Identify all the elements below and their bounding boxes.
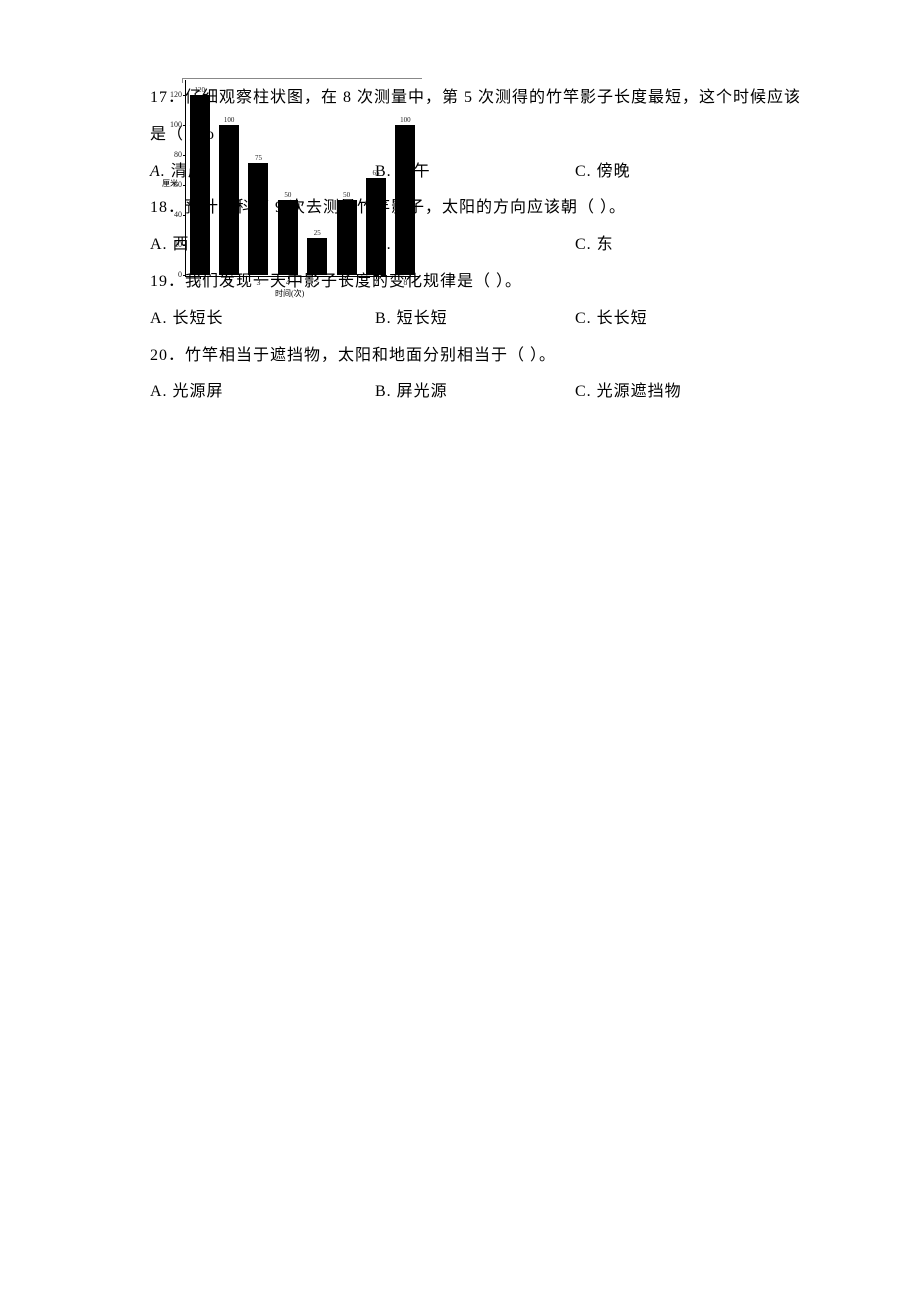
- shadow-length-chart: 厘米 时间(次) 1201007550255065100 02040608010…: [160, 78, 425, 303]
- y-tick-mark: [183, 245, 186, 246]
- x-tick-label: 3: [248, 278, 268, 287]
- x-axis: [185, 276, 420, 277]
- q19-opt-a: A. 长短长: [150, 301, 375, 338]
- y-tick-mark: [183, 215, 186, 216]
- x-tick-mark: [317, 276, 318, 279]
- q20-text: ．竹竿相当于遮挡物，太阳和地面分别相当于（ ）。: [168, 347, 556, 364]
- y-tick-mark: [183, 155, 186, 156]
- x-tick-label: 7: [366, 278, 386, 287]
- y-tick-label: 20: [162, 240, 182, 249]
- y-tick-label: 120: [162, 90, 182, 99]
- bar-value-label: 50: [275, 191, 301, 199]
- q20-opt-b: B. 屏光源: [375, 374, 575, 411]
- bar: [395, 125, 415, 275]
- y-tick-mark: [183, 185, 186, 186]
- q20-opt-a: A. 光源屏: [150, 374, 375, 411]
- x-tick-mark: [229, 276, 230, 279]
- bar: [278, 200, 298, 275]
- x-tick-label: 2: [219, 278, 239, 287]
- y-tick-mark: [183, 275, 186, 276]
- bar-value-label: 25: [304, 229, 330, 237]
- x-axis-label: 时间(次): [275, 288, 304, 299]
- y-tick-label: 40: [162, 210, 182, 219]
- x-tick-label: 5: [307, 278, 327, 287]
- y-tick-mark: [183, 95, 186, 96]
- x-tick-mark: [258, 276, 259, 279]
- q20-options: A. 光源屏 B. 屏光源 C. 光源遮挡物: [150, 374, 870, 411]
- x-tick-label: 6: [337, 278, 357, 287]
- bar-value-label: 100: [216, 116, 242, 124]
- y-tick-mark: [183, 125, 186, 126]
- q19-options: A. 长短长 B. 短长短 C. 长长短: [150, 301, 870, 338]
- q20-line: 20．竹竿相当于遮挡物，太阳和地面分别相当于（ ）。: [150, 338, 870, 375]
- q19-opt-b: B. 短长短: [375, 301, 575, 338]
- bar: [248, 163, 268, 276]
- x-tick-label: 4: [278, 278, 298, 287]
- x-tick-label: 8: [395, 278, 415, 287]
- q20-opt-c: C. 光源遮挡物: [575, 374, 870, 411]
- bar: [337, 200, 357, 275]
- q17-opt-c: C. 傍晚: [575, 154, 870, 191]
- x-tick-mark: [347, 276, 348, 279]
- x-tick-mark: [405, 276, 406, 279]
- y-tick-label: 80: [162, 150, 182, 159]
- bar: [219, 125, 239, 275]
- bar: [190, 95, 210, 275]
- x-tick-mark: [288, 276, 289, 279]
- bar-value-label: 100: [392, 116, 418, 124]
- bar: [366, 178, 386, 276]
- q18-opt-c: C. 东: [575, 227, 870, 264]
- q19-opt-c: C. 长长短: [575, 301, 870, 338]
- x-tick-label: 1: [190, 278, 210, 287]
- q20-number: 20: [150, 347, 168, 364]
- bar-value-label: 120: [187, 86, 213, 94]
- chart-plot-area: 120 100 75 50 25 50 65 100: [185, 80, 420, 275]
- bar-value-label: 65: [363, 169, 389, 177]
- x-tick-mark: [200, 276, 201, 279]
- bar-value-label: 50: [334, 191, 360, 199]
- bar-value-label: 75: [245, 154, 271, 162]
- y-tick-label: 0: [162, 270, 182, 279]
- y-tick-label: 60: [162, 180, 182, 189]
- y-tick-label: 100: [162, 120, 182, 129]
- bar: [307, 238, 327, 276]
- x-tick-mark: [376, 276, 377, 279]
